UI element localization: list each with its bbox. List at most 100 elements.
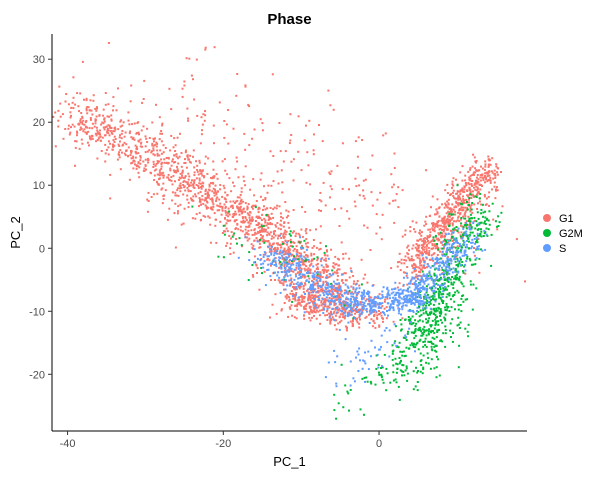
data-point (261, 240, 264, 243)
data-point (340, 273, 343, 276)
data-point (322, 307, 325, 310)
data-point (217, 190, 219, 193)
data-point (386, 372, 389, 375)
data-point (437, 294, 440, 297)
data-point (297, 115, 300, 118)
data-point (397, 312, 400, 315)
data-point (347, 291, 350, 294)
data-point (110, 127, 113, 129)
data-point (430, 331, 433, 334)
data-point (298, 287, 301, 290)
data-point (281, 191, 284, 194)
data-point (161, 132, 163, 135)
data-point (435, 274, 438, 277)
data-point (448, 292, 451, 295)
data-point (409, 319, 412, 322)
data-point (349, 320, 352, 323)
data-point (309, 298, 312, 301)
data-point (230, 237, 232, 240)
data-point (339, 285, 342, 288)
data-point (442, 302, 444, 304)
data-point (469, 259, 472, 262)
data-point (112, 96, 115, 99)
data-point (458, 202, 461, 205)
data-point (495, 163, 498, 166)
data-point (338, 303, 341, 306)
data-point (428, 236, 431, 239)
data-point (253, 261, 255, 264)
data-point (217, 205, 220, 208)
data-point (295, 288, 298, 291)
data-point (465, 234, 468, 237)
data-point (422, 345, 425, 348)
data-point (363, 295, 366, 298)
data-point (361, 301, 364, 304)
data-point (416, 275, 419, 278)
data-point (280, 263, 283, 266)
data-point (202, 202, 205, 205)
data-point (436, 221, 439, 224)
data-point (327, 299, 330, 302)
data-point (494, 197, 497, 200)
data-point (378, 293, 381, 296)
data-point (71, 123, 74, 126)
data-point (289, 258, 291, 261)
data-point (495, 189, 498, 192)
data-point (341, 307, 344, 309)
data-point (288, 233, 291, 236)
data-point (408, 282, 410, 285)
data-point (140, 129, 143, 132)
data-point (336, 355, 339, 358)
data-point (272, 216, 275, 219)
data-point (422, 328, 425, 331)
data-point (72, 96, 75, 99)
data-point (409, 259, 411, 262)
data-point (387, 291, 390, 294)
data-point (468, 235, 471, 238)
data-point (184, 151, 187, 154)
data-point (309, 286, 312, 289)
data-point (296, 271, 299, 274)
data-point (483, 176, 486, 179)
data-point (478, 200, 481, 203)
data-point (415, 312, 418, 315)
data-point (416, 306, 419, 309)
data-point (465, 227, 468, 230)
data-point (355, 319, 358, 322)
data-point (367, 293, 370, 296)
data-point (473, 234, 476, 237)
data-point (137, 131, 140, 134)
data-point (277, 243, 280, 246)
data-point (153, 169, 156, 172)
data-point (297, 277, 300, 280)
data-point (328, 291, 331, 294)
data-point (414, 284, 417, 287)
data-point (251, 137, 254, 140)
data-point (260, 267, 263, 269)
data-point (275, 225, 278, 228)
data-point (325, 276, 328, 279)
data-point (350, 295, 353, 298)
data-point (218, 209, 221, 212)
data-point (434, 267, 437, 270)
data-point (380, 238, 383, 241)
data-point (477, 217, 480, 220)
data-point (247, 233, 250, 236)
data-point (456, 245, 459, 248)
data-point (263, 205, 265, 208)
data-point (338, 316, 341, 319)
data-point (414, 264, 417, 267)
data-point (458, 260, 461, 263)
data-point (381, 311, 384, 314)
data-point (460, 310, 463, 313)
data-point (422, 368, 425, 371)
data-point (390, 267, 393, 270)
data-point (464, 272, 467, 275)
data-point (398, 252, 401, 255)
data-point (108, 115, 111, 118)
data-point (284, 295, 287, 298)
data-point (222, 184, 225, 187)
data-point (471, 174, 474, 176)
data-point (203, 199, 206, 202)
data-point (177, 170, 179, 173)
